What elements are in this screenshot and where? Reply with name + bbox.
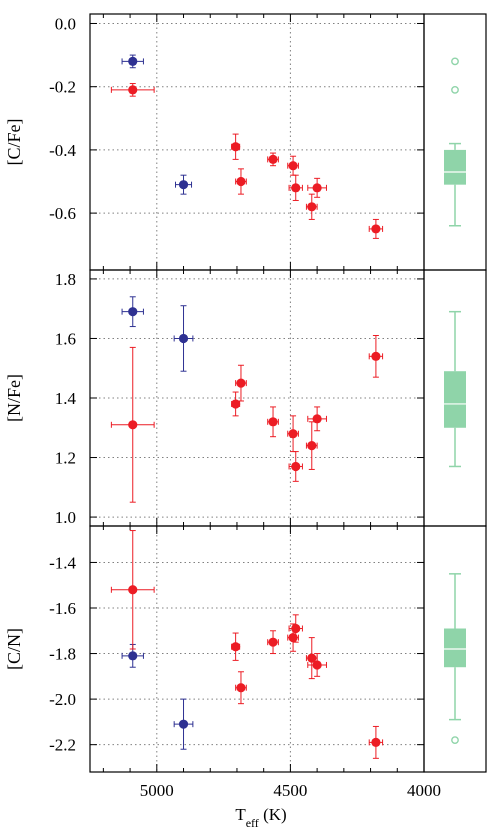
data-point-red	[371, 224, 381, 234]
y-axis-label: [C/Fe]	[4, 119, 24, 166]
boxplot-box	[444, 628, 466, 668]
boxplot-outlier	[451, 736, 459, 745]
y-axis-label: [C/N]	[4, 628, 24, 670]
panels: 0.0 -0.2 -0.4 -0.6 [C/Fe] 1.0 1.2 1.4 1.6 1.8 [N/F…	[4, 13, 487, 773]
data-point-red	[291, 183, 301, 193]
y-tick-label: 1.8	[55, 270, 76, 289]
data-point-red	[288, 633, 298, 643]
data-point-red	[231, 399, 241, 409]
y-tick-label: 0.0	[55, 14, 76, 33]
boxplot-frame	[423, 525, 487, 773]
data-point-red	[268, 154, 278, 164]
x-axis: Teff (K) 5000 4500 4000	[140, 781, 441, 830]
data-point-red	[291, 461, 301, 472]
data-point-red	[307, 653, 317, 663]
data-point-blue	[128, 56, 138, 67]
boxplot-frame	[423, 13, 487, 271]
y-tick-label: 1.4	[55, 389, 77, 408]
data-point-red	[236, 683, 246, 693]
boxplot-outlier	[451, 85, 459, 94]
data-point-red	[268, 417, 278, 427]
y-tick-label: 1.2	[55, 449, 76, 468]
y-tick-label: -2.2	[49, 736, 76, 755]
data-point-blue	[178, 719, 189, 729]
data-point-red	[312, 183, 322, 193]
data-point-red	[307, 441, 317, 451]
data-point-red	[128, 420, 138, 430]
data-point-red	[128, 85, 138, 95]
data-point-red	[231, 142, 241, 152]
data-point-red	[236, 176, 246, 187]
y-tick-label: -0.4	[49, 141, 76, 160]
data-point-red	[288, 429, 298, 439]
y-tick-label: -0.2	[49, 78, 76, 97]
x-tick-label: 5000	[140, 781, 174, 800]
y-axis-label: [N/Fe]	[4, 374, 24, 422]
y-tick-label: -1.8	[49, 645, 76, 664]
data-point-blue	[128, 651, 138, 661]
y-tick-label: 1.0	[55, 508, 76, 527]
data-point-red	[371, 737, 381, 747]
data-point-red	[128, 585, 138, 595]
y-tick-label: -1.6	[49, 599, 76, 618]
boxplot-box	[444, 149, 466, 185]
panel-1: 1.0 1.2 1.4 1.6 1.8 [N/Fe]	[4, 269, 487, 527]
data-point-red	[307, 202, 317, 212]
data-point-red	[312, 660, 322, 670]
data-point-blue	[128, 307, 138, 317]
data-point-red	[231, 642, 241, 652]
data-point-red	[236, 378, 246, 388]
panel-0: 0.0 -0.2 -0.4 -0.6 [C/Fe]	[4, 13, 487, 271]
data-point-red	[291, 623, 301, 634]
boxplot-outlier	[451, 57, 459, 66]
data-point-red	[268, 637, 278, 647]
y-tick-label: 1.6	[55, 329, 76, 348]
data-point-red	[371, 351, 381, 361]
data-point-blue	[178, 333, 189, 344]
y-tick-label: -2.0	[49, 690, 76, 709]
panel-2: -1.4 -1.6 -1.8 -2.0 -2.2 [C/N]	[4, 525, 487, 773]
x-axis-label: Teff (K)	[235, 805, 286, 830]
x-tick-label: 4000	[407, 781, 441, 800]
x-tick-label: 4500	[273, 781, 307, 800]
y-tick-label: -1.4	[49, 553, 76, 572]
boxplot-box	[444, 371, 466, 428]
data-point-red	[312, 414, 322, 424]
y-tick-label: -0.6	[49, 204, 76, 223]
data-point-red	[288, 161, 298, 171]
data-point-blue	[178, 180, 189, 190]
